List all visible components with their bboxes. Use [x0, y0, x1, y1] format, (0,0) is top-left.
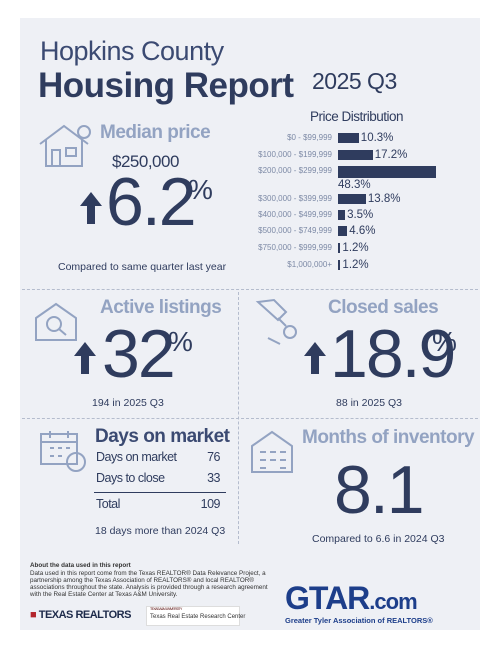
days-note: 18 days more than 2024 Q3 — [95, 525, 226, 537]
tamu-center: Texas Real Estate Research Center — [150, 614, 246, 620]
up-arrow — [304, 342, 326, 374]
closed-heading: Closed sales — [328, 297, 439, 318]
median-note: Compared to same quarter last year — [58, 261, 227, 273]
category-label: $0 - $99,999 — [287, 133, 332, 142]
value-label: 1.2% — [342, 259, 369, 271]
value-label: 17.2% — [374, 149, 408, 161]
bar — [338, 194, 366, 204]
house-icon — [39, 124, 91, 167]
bar — [338, 210, 346, 220]
about-title: About the data used in this report — [30, 562, 131, 569]
bar — [338, 243, 341, 253]
row-label: Days on market — [96, 450, 177, 464]
gtar-suffix: .com — [369, 589, 417, 614]
bar — [338, 150, 373, 160]
logo-text: TEXAS REALTORS — [38, 609, 132, 621]
building-icon — [251, 430, 293, 473]
about-line: associations throughout the state. Analy… — [30, 584, 268, 591]
gtar-main: GTAR — [285, 580, 370, 616]
value-label: 48.3% — [338, 179, 371, 191]
category-label: $300,000 - $399,999 — [258, 194, 332, 203]
about-line: with the Real Estate Center at Texas A&M… — [30, 591, 178, 598]
up-arrow — [80, 192, 102, 224]
bar — [338, 133, 359, 143]
category-label: $1,000,000+ — [287, 260, 332, 269]
value-label: 1.2% — [342, 242, 369, 254]
chart-title: Price Distribution — [310, 109, 404, 124]
category-label: $400,000 - $499,999 — [258, 210, 332, 219]
median-heading: Median price — [100, 122, 211, 143]
about-line: Data used in this report come from the T… — [30, 570, 266, 577]
category-label: $750,000 - $999,999 — [258, 243, 332, 252]
active-unit: % — [168, 326, 193, 357]
report-card — [20, 18, 480, 630]
texas-realtors-logo: ■ TEXAS REALTORS — [30, 609, 132, 621]
key-hand-icon — [255, 298, 297, 345]
search-house-icon — [35, 302, 77, 341]
divider — [22, 418, 478, 419]
period: 2025 Q3 — [312, 68, 397, 94]
active-note: 194 in 2025 Q3 — [92, 397, 164, 409]
inventory-value: 8.1 — [334, 452, 425, 528]
closed-note: 88 in 2025 Q3 — [336, 397, 402, 409]
calendar-icon — [40, 431, 86, 472]
total-label: Total — [96, 497, 120, 511]
category-label: $500,000 - $749,999 — [258, 226, 332, 235]
up-arrow — [74, 342, 96, 374]
gtar-tagline: Greater Tyler Association of REALTORS® — [285, 616, 433, 625]
row-value: 33 — [207, 471, 220, 485]
category-label: $100,000 - $199,999 — [258, 150, 332, 159]
category-label: $200,000 - $299,999 — [258, 166, 332, 175]
tamu-small: TEXAS A&M UNIVERSITY — [150, 607, 182, 611]
active-heading: Active listings — [100, 297, 222, 318]
active-change: 32 — [102, 316, 176, 392]
total-value: 109 — [200, 497, 221, 511]
inventory-heading: Months of inventory — [302, 427, 475, 448]
about-line: partnership among the Texas Association … — [30, 577, 254, 584]
median-price: $250,000 — [112, 152, 179, 171]
bar — [338, 260, 341, 270]
row-label: Days to close — [96, 471, 165, 485]
median-unit: % — [188, 174, 213, 205]
gtar-logo: GTAR.com — [285, 580, 418, 616]
inventory-note: Compared to 6.6 in 2024 Q3 — [312, 533, 445, 545]
row-value: 76 — [207, 450, 220, 464]
bar — [338, 166, 436, 178]
subtitle: Housing Report — [38, 66, 294, 105]
total-rule — [94, 492, 226, 493]
days-heading: Days on market — [95, 426, 230, 447]
title: Hopkins County — [40, 36, 224, 66]
value-label: 10.3% — [360, 132, 394, 144]
closed-change: 18.9 — [330, 316, 456, 392]
bar — [338, 226, 348, 236]
tamu-logo — [146, 606, 240, 626]
divider — [22, 289, 478, 290]
value-label: 4.6% — [349, 225, 376, 237]
median-change: 6.2 — [106, 164, 197, 240]
value-label: 3.5% — [347, 209, 374, 221]
closed-unit: % — [432, 326, 457, 357]
value-label: 13.8% — [367, 193, 401, 205]
